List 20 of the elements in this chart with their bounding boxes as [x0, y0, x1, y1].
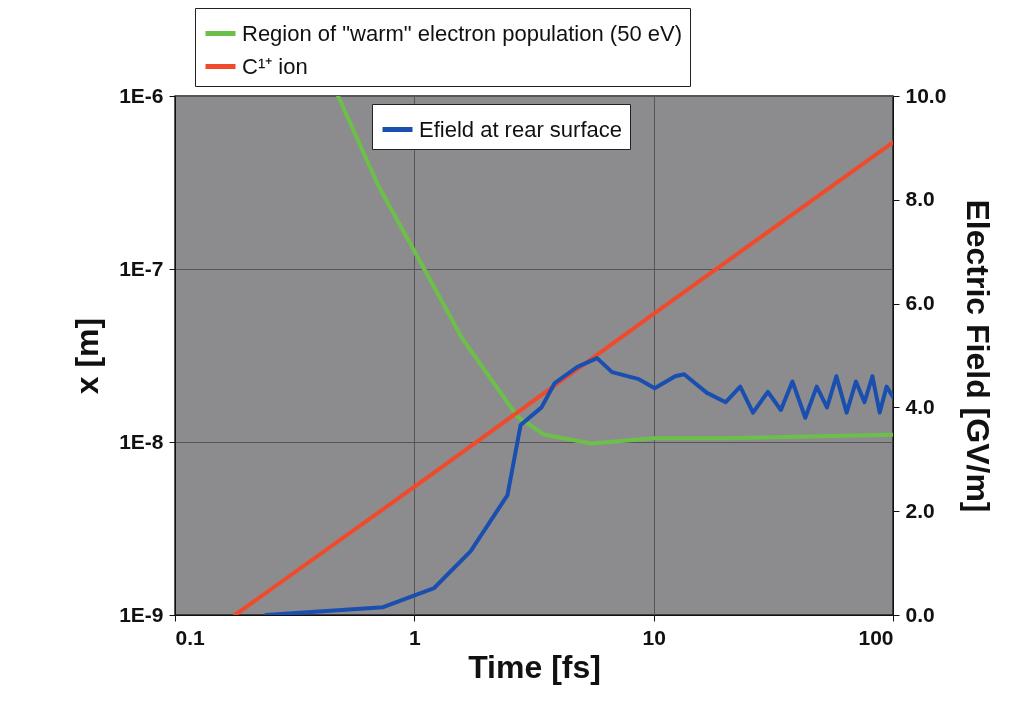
x-tick-label: 100	[858, 625, 894, 649]
legend-label: Efield at rear surface	[419, 116, 622, 142]
x-tick-label: 1	[408, 625, 421, 649]
y2-tick-label: 6.0	[905, 291, 935, 315]
x-tick-label: 10	[642, 625, 666, 649]
y-axis-title: x [m]	[69, 317, 106, 395]
y2-tick-label: 4.0	[905, 394, 935, 418]
y2-tick-label: 2.0	[905, 498, 935, 522]
y-tick-label: 1E-8	[119, 429, 164, 453]
x-axis-title: Time [fs]	[468, 648, 601, 685]
y-tick-label: 1E-9	[119, 602, 164, 626]
y2-tick-label: 10.0	[905, 83, 947, 107]
y2-tick-label: 8.0	[905, 187, 935, 211]
y-tick-label: 1E-6	[119, 83, 164, 107]
legend-label: C¹⁺ ion	[242, 53, 308, 79]
y-tick-label: 1E-7	[119, 256, 164, 280]
y2-axis-title: Electric Field [GV/m]	[960, 199, 997, 513]
x-tick-label: 0.1	[175, 625, 206, 649]
legend-label: Region of "warm" electron population (50 eV)	[242, 20, 682, 46]
y2-tick-label: 0.0	[905, 602, 935, 626]
